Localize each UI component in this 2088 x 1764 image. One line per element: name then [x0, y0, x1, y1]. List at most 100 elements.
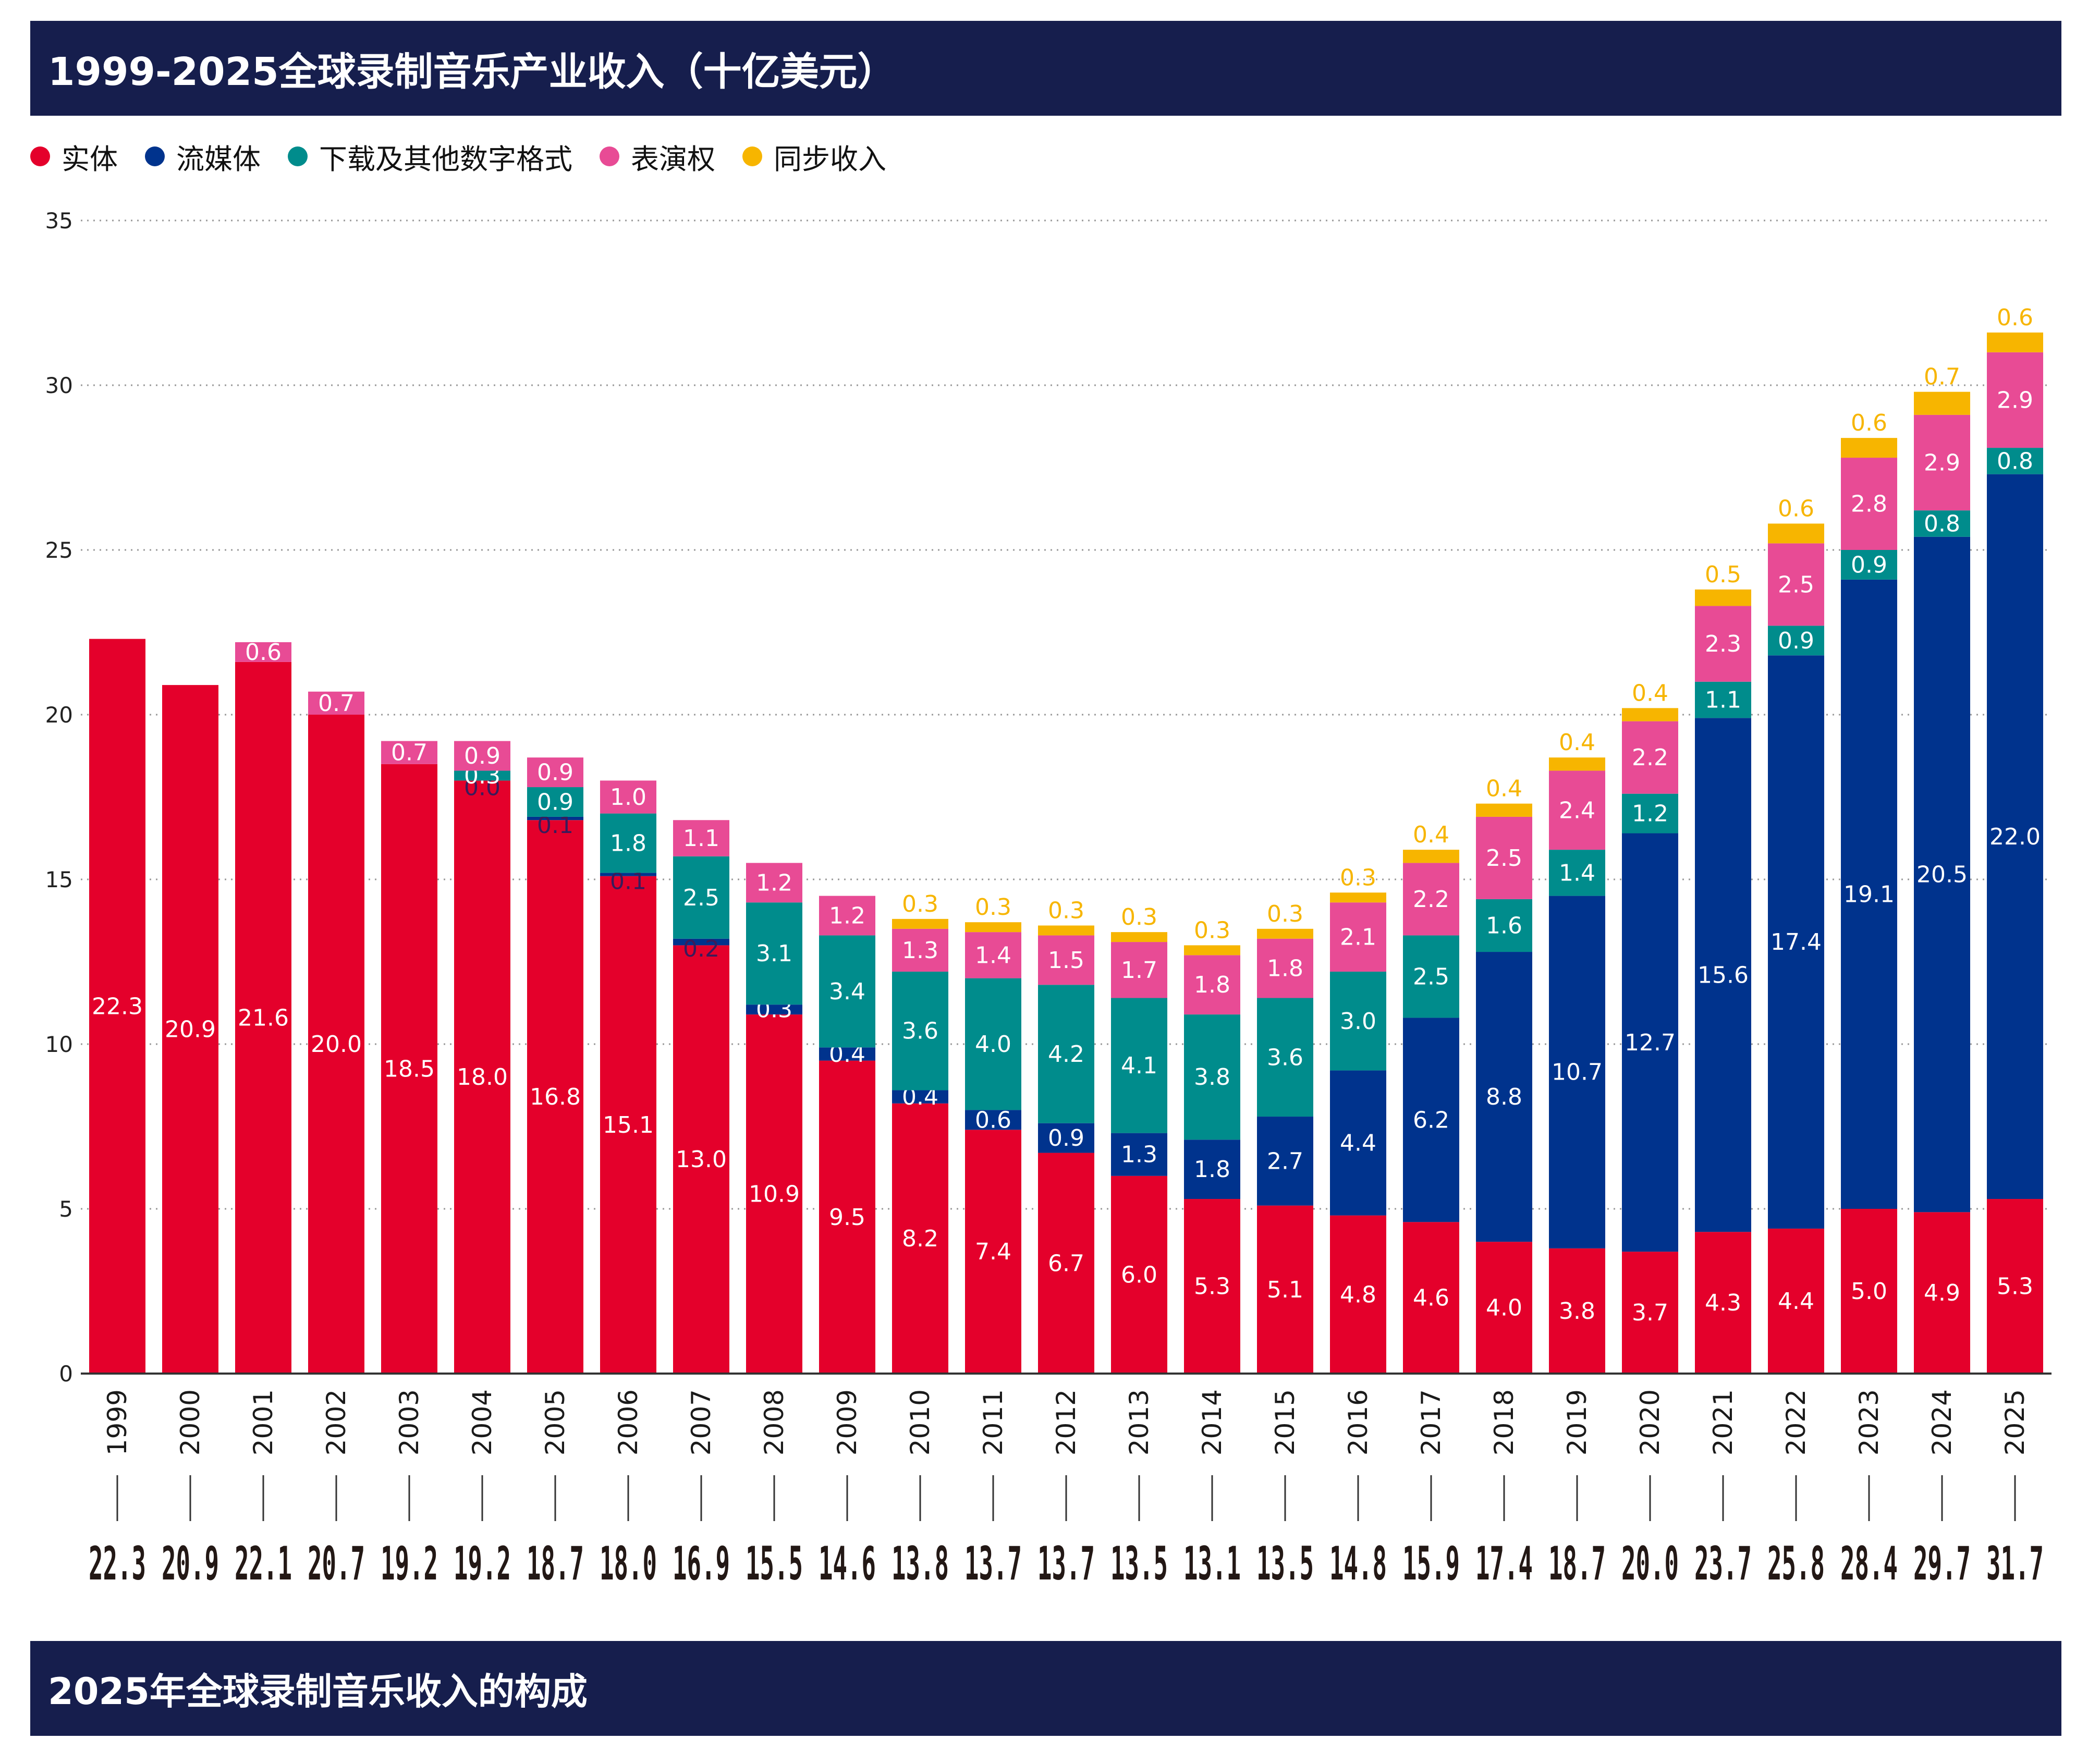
bar-segment: [1476, 803, 1532, 817]
bar-value-label: 5.0: [1851, 1278, 1887, 1305]
total-value-label: 17.4: [1475, 1537, 1533, 1590]
bar-value-label: 1.6: [1486, 912, 1522, 939]
bar-segment: [1330, 971, 1386, 1071]
bar-segment: [1257, 998, 1313, 1117]
bar-value-label: 8.2: [902, 1226, 938, 1252]
bar-value-label: 5.3: [1194, 1273, 1230, 1300]
bar-segment: [1695, 606, 1751, 682]
bar-value-label: 1.4: [1559, 860, 1595, 886]
bar-segment: [381, 764, 437, 1374]
x-tick-label: 2014: [1197, 1389, 1227, 1455]
bar-value-label: 1.1: [1705, 687, 1741, 714]
bar-value-label: 19.1: [1843, 881, 1895, 908]
x-tick-label: 2011: [978, 1389, 1008, 1455]
bar-value-label: 3.4: [829, 978, 865, 1005]
bar-value-label: 6.7: [1048, 1250, 1084, 1277]
bar-segment: [1622, 708, 1678, 721]
total-value-label: 14.8: [1329, 1537, 1387, 1590]
bar-value-label: 0.4: [1632, 680, 1668, 706]
bar-value-label: 20.0: [311, 1031, 362, 1058]
bar-value-label: 2.1: [1340, 924, 1376, 951]
bar-segment: [892, 928, 948, 972]
legend-swatch: [600, 146, 619, 166]
bar-segment: [1476, 1242, 1532, 1374]
bar-value-label: 0.4: [1486, 776, 1522, 802]
bar-segment: [1914, 414, 1970, 511]
bar-value-label: 0.9: [1048, 1125, 1084, 1152]
bar-segment: [1038, 935, 1094, 985]
legend-label: 流媒体: [176, 142, 261, 176]
total-value-label: 13.7: [1037, 1537, 1095, 1590]
bar-segment: [1695, 589, 1751, 606]
bar-segment: [1622, 721, 1678, 794]
bar-segment: [1549, 1248, 1605, 1374]
section-title-banner: 2025年全球录制音乐收入的构成: [30, 1641, 2061, 1736]
x-tick-label: 2021: [1708, 1389, 1738, 1455]
bar-value-label: 2.2: [1413, 886, 1449, 913]
bar-segment: [1841, 438, 1897, 458]
bar-value-label: 4.0: [1486, 1295, 1522, 1321]
bar-value-label: 2.4: [1559, 797, 1595, 824]
bar-segment: [1476, 899, 1532, 952]
bar-segment: [1403, 863, 1459, 936]
bar-value-label: 20.5: [1916, 862, 1968, 888]
x-tick-label: 2018: [1489, 1389, 1519, 1455]
bar-segment: [162, 685, 218, 1374]
total-value-label: 18.7: [1548, 1537, 1606, 1590]
bar-value-label: 7.4: [975, 1239, 1011, 1265]
y-tick-label: 35: [45, 208, 73, 234]
x-tick-label: 2004: [467, 1389, 497, 1455]
bar-segment: [673, 856, 729, 939]
y-tick-label: 20: [45, 702, 73, 728]
bar-value-label: 0.6: [975, 1107, 1011, 1133]
bar-segment: [527, 820, 583, 1374]
bar-segment: [1695, 718, 1751, 1232]
bar-segment: [1184, 955, 1240, 1015]
bar-segment: [965, 978, 1021, 1110]
bar-segment: [1257, 1117, 1313, 1206]
bar-segment: [673, 945, 729, 1374]
x-tick-label: 2012: [1051, 1389, 1081, 1455]
legend-item: 流媒体: [145, 136, 261, 177]
legend-swatch: [742, 146, 762, 166]
total-value-label: 13.5: [1256, 1537, 1314, 1590]
bar-segment: [1184, 1199, 1240, 1374]
total-value-label: 20.9: [162, 1537, 219, 1590]
bar-segment: [1695, 681, 1751, 718]
bar-segment: [819, 1047, 875, 1061]
bar-segment: [1914, 1212, 1970, 1374]
bar-segment: [600, 780, 656, 814]
bar-value-label: 0.4: [1559, 729, 1595, 756]
total-value-label: 22.3: [89, 1537, 146, 1590]
bar-segment: [1330, 902, 1386, 972]
bar-segment: [1111, 1175, 1167, 1374]
total-value-label: 13.1: [1183, 1537, 1241, 1590]
bar-segment: [308, 715, 364, 1374]
total-value-label: 29.7: [1913, 1537, 1971, 1590]
bar-value-label: 15.6: [1698, 962, 1749, 988]
bar-value-label: 1.2: [1632, 801, 1668, 827]
bar-segment: [1841, 579, 1897, 1209]
bar-segment: [1038, 985, 1094, 1123]
bar-segment: [1987, 332, 2043, 352]
bar-segment: [746, 1005, 802, 1015]
x-tick-label: 2001: [248, 1389, 278, 1455]
bar-value-label: 0.3: [902, 891, 938, 917]
total-value-label: 31.7: [1986, 1537, 2044, 1590]
legend-label: 同步收入: [774, 142, 886, 176]
x-tick-label: 2017: [1416, 1389, 1446, 1455]
bar-segment: [1914, 391, 1970, 415]
bar-segment: [1987, 474, 2043, 1199]
bar-value-label: 4.8: [1340, 1281, 1376, 1308]
bar-value-label: 17.4: [1770, 929, 1822, 956]
bar-segment: [527, 816, 583, 820]
bar-segment: [1257, 1205, 1313, 1374]
x-tick-label: 2002: [321, 1389, 351, 1455]
bar-value-label: 0.3: [1194, 917, 1230, 944]
total-value-label: 15.5: [746, 1537, 803, 1590]
x-tick-label: 2022: [1781, 1389, 1811, 1455]
total-value-label: 20.0: [1621, 1537, 1679, 1590]
bar-segment: [892, 971, 948, 1091]
x-tick-label: 2016: [1343, 1389, 1373, 1455]
total-value-label: 23.7: [1694, 1537, 1752, 1590]
